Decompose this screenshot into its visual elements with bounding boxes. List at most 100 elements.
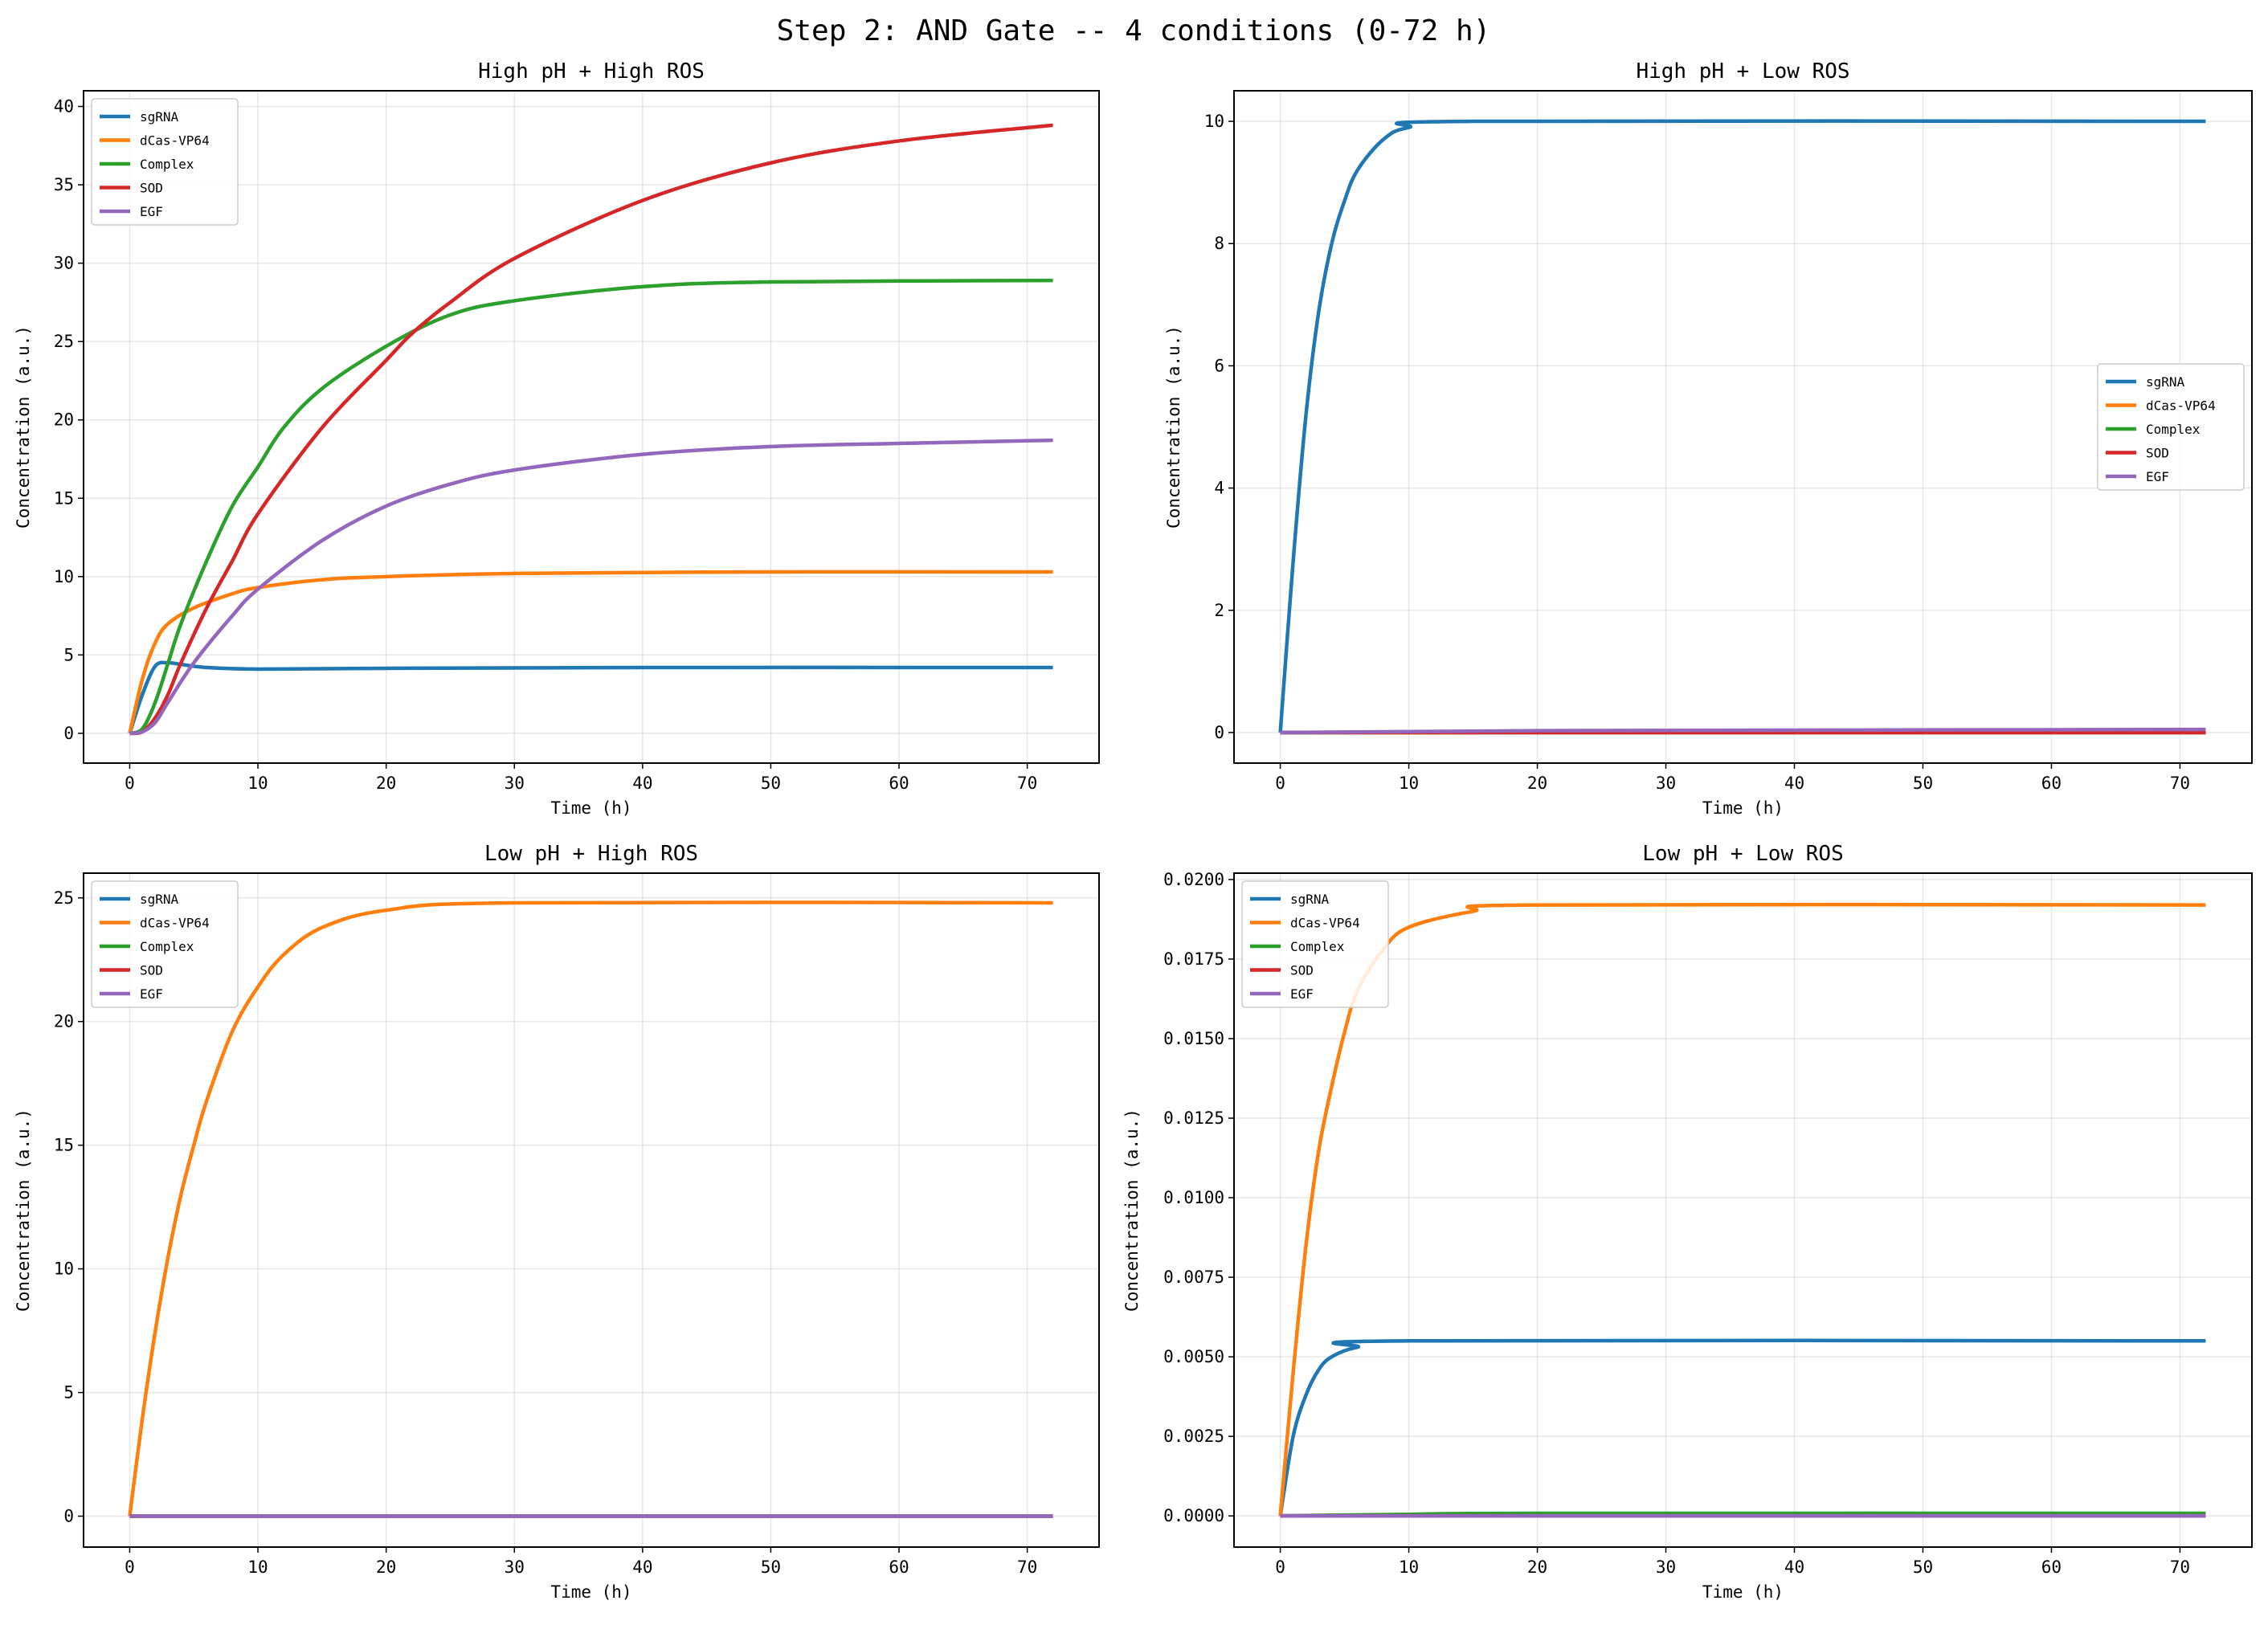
x-tick-label: 0 — [125, 774, 135, 793]
series-line-complex — [129, 278, 1053, 736]
x-tick-label: 30 — [1656, 1558, 1676, 1577]
legend-label: dCas-VP64 — [140, 916, 210, 931]
series-line-sod — [129, 123, 1053, 736]
axes-frame — [83, 90, 1100, 764]
legend-label: EGF — [2146, 469, 2169, 484]
x-tick-label: 60 — [889, 1558, 909, 1577]
legend: sgRNA dCas-VP64 Complex SOD EGF — [2097, 363, 2245, 491]
series-line-dcas-vp64 — [128, 900, 1053, 1517]
x-tick-label: 40 — [1784, 774, 1804, 793]
x-tick-label: 30 — [1656, 774, 1676, 793]
legend-box — [1241, 880, 1389, 1008]
x-axis-label: Time (h) — [550, 1582, 631, 1602]
y-tick-label: 0.0025 — [1163, 1427, 1224, 1446]
y-tick-label: 35 — [54, 175, 74, 194]
x-tick-label: 70 — [1017, 1558, 1037, 1577]
y-tick-label: 0 — [63, 724, 74, 743]
x-tick-label: 10 — [1399, 774, 1419, 793]
y-tick-label: 0 — [63, 1507, 74, 1526]
y-tick-label: 0.0100 — [1163, 1188, 1224, 1207]
legend-label: SOD — [140, 963, 163, 978]
x-tick-label: 50 — [1913, 774, 1933, 793]
y-tick-label: 10 — [1204, 112, 1224, 131]
y-tick-label: 4 — [1214, 479, 1224, 498]
x-tick-label: 10 — [247, 774, 268, 793]
series-line-sgrna — [1278, 119, 2206, 733]
legend-label: sgRNA — [140, 109, 179, 125]
axes-frame — [83, 872, 1100, 1548]
x-tick-label: 0 — [125, 1558, 135, 1577]
x-axis-label: Time (h) — [550, 798, 631, 818]
y-tick-label: 25 — [54, 888, 74, 908]
x-tick-label: 40 — [632, 774, 652, 793]
y-tick-label: 40 — [54, 97, 74, 116]
y-tick-label: 0.0200 — [1163, 870, 1224, 889]
figure-title: Step 2: AND Gate -- 4 conditions (0-72 h… — [777, 14, 1491, 47]
y-axis-label: Concentration (a.u.) — [14, 1109, 33, 1312]
x-tick-label: 10 — [247, 1558, 268, 1577]
y-tick-label: 10 — [54, 1260, 74, 1279]
legend-label: Complex — [1290, 939, 1345, 954]
y-tick-label: 30 — [54, 254, 74, 273]
x-tick-label: 30 — [505, 774, 525, 793]
y-tick-label: 20 — [54, 1012, 74, 1031]
legend-box — [2097, 363, 2245, 491]
plot-area — [84, 91, 1099, 763]
legend-label: SOD — [140, 181, 163, 196]
legend-label: dCas-VP64 — [2146, 398, 2216, 414]
subplot-title: Low pH + High ROS — [484, 842, 698, 866]
subplot-1: 0 10 20 30 40 50 60 70 0 5 10 15 20 25 30 35 40 High pH +… — [14, 59, 1100, 818]
x-tick-label: 40 — [1784, 1558, 1804, 1577]
subplot-title: High pH + Low ROS — [1636, 59, 1849, 84]
x-tick-label: 0 — [1275, 774, 1285, 793]
legend-label: EGF — [140, 986, 163, 1002]
y-tick-label: 5 — [63, 1383, 74, 1402]
x-tick-label: 50 — [761, 774, 781, 793]
legend: sgRNA dCas-VP64 Complex SOD EGF — [1241, 880, 1389, 1008]
x-tick-label: 20 — [1527, 774, 1547, 793]
legend-box — [91, 880, 239, 1008]
y-tick-label: 0.0175 — [1163, 949, 1224, 969]
legend-label: sgRNA — [1290, 892, 1330, 907]
x-tick-label: 60 — [2041, 774, 2062, 793]
x-tick-label: 60 — [889, 774, 909, 793]
x-tick-label: 40 — [632, 1558, 652, 1577]
plot-area — [1234, 873, 2252, 1547]
x-tick-label: 70 — [1017, 774, 1037, 793]
subplot-4: 0 10 20 30 40 50 60 70 0.0000 0.0025 0.0050 0.0075 0… — [1122, 842, 2253, 1602]
legend-label: dCas-VP64 — [140, 133, 210, 149]
y-tick-label: 0.0150 — [1163, 1029, 1224, 1048]
y-tick-label: 15 — [54, 1136, 74, 1155]
y-tick-label: 20 — [54, 410, 74, 430]
legend-box — [91, 98, 239, 226]
x-axis-label: Time (h) — [1702, 1582, 1784, 1602]
y-tick-label: 0.0050 — [1163, 1347, 1224, 1366]
x-tick-label: 0 — [1275, 1558, 1285, 1577]
y-tick-label: 6 — [1214, 356, 1224, 375]
y-tick-label: 0 — [1214, 723, 1224, 742]
legend-label: EGF — [1290, 986, 1314, 1002]
x-tick-label: 70 — [2170, 1558, 2190, 1577]
series-line-sgrna — [1278, 1338, 2206, 1517]
subplot-2: 0 10 20 30 40 50 60 70 0 2 4 6 8 10 High pH + Low ROS T… — [1164, 59, 2253, 818]
x-axis-label: Time (h) — [1702, 798, 1784, 818]
legend: sgRNA dCas-VP64 Complex SOD EGF — [91, 98, 239, 226]
subplot-title: Low pH + Low ROS — [1642, 842, 1843, 866]
y-tick-label: 0.0125 — [1163, 1109, 1224, 1128]
legend: sgRNA dCas-VP64 Complex SOD EGF — [91, 880, 239, 1008]
y-tick-label: 8 — [1214, 234, 1224, 253]
plot-area — [84, 873, 1099, 1547]
legend-label: dCas-VP64 — [1290, 916, 1360, 931]
x-tick-label: 70 — [2170, 774, 2190, 793]
y-tick-label: 0.0075 — [1163, 1268, 1224, 1287]
x-tick-label: 60 — [2041, 1558, 2062, 1577]
x-tick-label: 30 — [505, 1558, 525, 1577]
y-tick-label: 15 — [54, 488, 74, 508]
subplot-3: 0 10 20 30 40 50 60 70 0 5 10 15 20 25 Low pH + High R… — [14, 842, 1100, 1602]
legend-label: EGF — [140, 204, 163, 219]
y-tick-label: 0.0000 — [1163, 1506, 1224, 1525]
x-tick-label: 20 — [1527, 1558, 1547, 1577]
x-tick-label: 20 — [376, 774, 396, 793]
legend-label: sgRNA — [140, 892, 179, 907]
